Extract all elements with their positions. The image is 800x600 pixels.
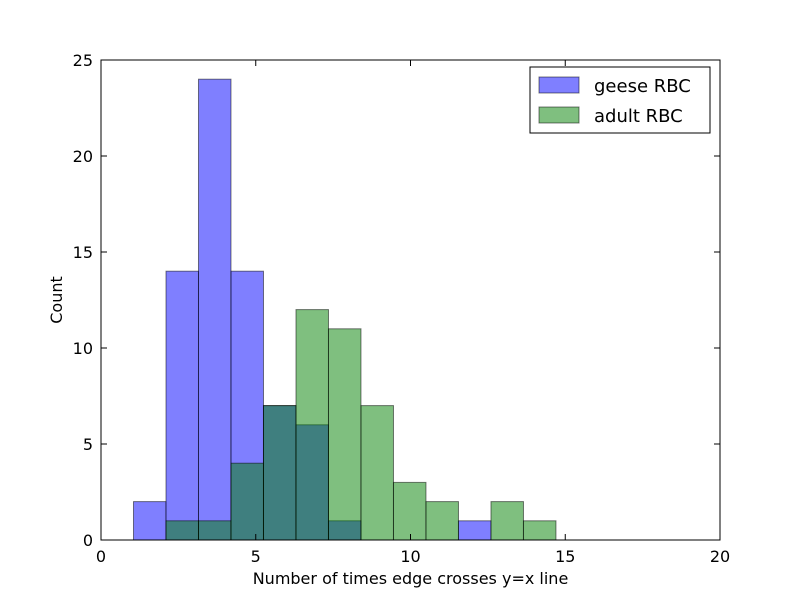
bar-adult-rbc-7 bbox=[392, 481, 427, 541]
bar-geese-rbc-0 bbox=[132, 501, 167, 541]
bar-adult-rbc-6 bbox=[360, 405, 394, 541]
y-axis-label: Count bbox=[47, 276, 66, 324]
bar-adult-rbc-1 bbox=[197, 520, 232, 541]
x-tick-label: 10 bbox=[400, 547, 420, 566]
y-tick-label: 15 bbox=[73, 243, 93, 262]
y-tick-label: 10 bbox=[73, 339, 93, 358]
y-tick-label: 25 bbox=[73, 51, 93, 70]
y-tick-label: 0 bbox=[83, 531, 93, 550]
bar-adult-rbc-0 bbox=[165, 520, 199, 541]
bar-adult-rbc-4 bbox=[295, 309, 329, 541]
bar-adult-rbc-3 bbox=[262, 405, 297, 541]
x-tick-label: 5 bbox=[251, 547, 261, 566]
bar-adult-rbc-2 bbox=[230, 462, 264, 541]
bar-geese-rbc-2 bbox=[197, 78, 232, 541]
legend: geese RBC adult RBC bbox=[529, 66, 711, 134]
axis-ticks: 0 5 10 15 20 0 5 10 15 20 25 bbox=[73, 51, 731, 566]
legend-label-adult-rbc: adult RBC bbox=[594, 106, 683, 127]
legend-swatch-adult-rbc bbox=[538, 106, 580, 124]
y-tick-label: 20 bbox=[73, 147, 93, 166]
legend-swatch-geese-rbc bbox=[538, 76, 580, 94]
bar-adult-rbc-10 bbox=[490, 501, 524, 541]
plot-bars bbox=[132, 78, 557, 541]
bar-geese-rbc-10 bbox=[457, 520, 492, 541]
bar-adult-rbc-11 bbox=[522, 520, 557, 541]
x-tick-label: 15 bbox=[555, 547, 575, 566]
bar-geese-rbc-1 bbox=[165, 270, 199, 541]
legend-label-geese-rbc: geese RBC bbox=[594, 76, 691, 97]
x-axis-label: Number of times edge crosses y=x line bbox=[253, 569, 569, 588]
bar-adult-rbc-8 bbox=[425, 501, 459, 541]
x-tick-label: 20 bbox=[710, 547, 730, 566]
y-tick-label: 5 bbox=[83, 435, 93, 454]
bar-adult-rbc-5 bbox=[327, 328, 362, 541]
x-tick-label: 0 bbox=[96, 547, 106, 566]
